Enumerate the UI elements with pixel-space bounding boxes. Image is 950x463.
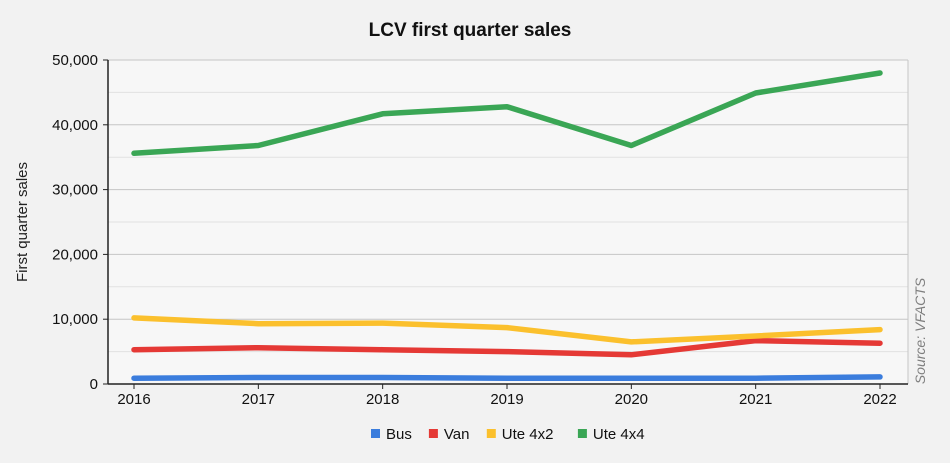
y-tick-label: 30,000: [52, 182, 98, 199]
source-note: Source: VFACTS: [912, 277, 928, 384]
y-tick-label: 10,000: [52, 311, 98, 328]
x-tick-label: 2016: [117, 391, 150, 408]
series-line-ute-4x2: [131, 315, 883, 345]
legend-swatch-ute-4x4: [577, 429, 587, 438]
legend-swatch-ute-4x2: [486, 429, 496, 438]
x-axis-ticks: 2016 2017 2018 2019 2020 2021 2022: [117, 384, 897, 408]
series-line-ute-4x4: [131, 70, 883, 157]
legend-swatch-bus: [371, 429, 380, 438]
x-tick-label: 2018: [366, 391, 399, 408]
x-tick-label: 2021: [739, 391, 772, 408]
series-line-bus: [131, 374, 883, 381]
legend-swatch-van: [428, 429, 438, 438]
x-tick-label: 2019: [490, 391, 523, 408]
y-tick-label: 20,000: [52, 246, 98, 263]
legend-label-van: Van: [444, 426, 470, 443]
legend-label-ute-4x4: Ute 4x4: [593, 426, 645, 443]
series-line-van: [131, 337, 883, 358]
y-tick-label: 0: [90, 376, 98, 393]
chart-title: LCV first quarter sales: [369, 20, 572, 41]
y-axis-ticks: 0 10,000 20,000 30,000 40,000 50,000: [52, 52, 108, 393]
x-tick-label: 2020: [615, 391, 648, 408]
x-tick-label: 2017: [242, 391, 275, 408]
y-axis-label: First quarter sales: [14, 162, 31, 282]
legend-label-ute-4x2: Ute 4x2: [502, 426, 554, 443]
y-tick-label: 50,000: [52, 52, 98, 69]
y-tick-label: 40,000: [52, 117, 98, 134]
legend-label-bus: Bus: [386, 426, 412, 443]
series-lines: [131, 70, 883, 381]
legend: Bus Van Ute 4x2 Ute 4x4: [371, 426, 645, 443]
x-tick-label: 2022: [863, 391, 896, 408]
